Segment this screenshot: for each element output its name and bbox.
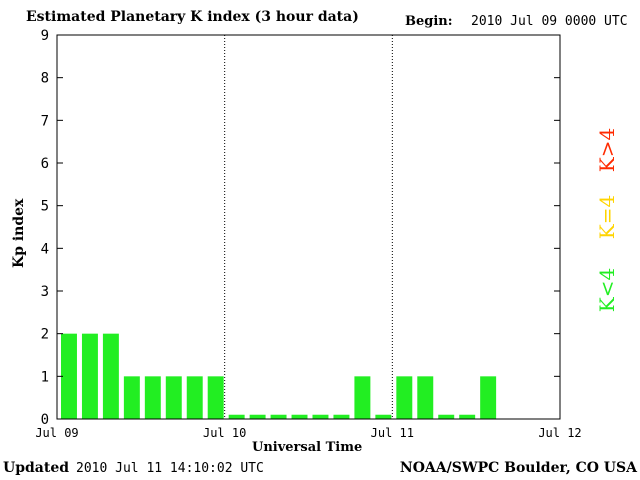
x-tick-label: Jul 12: [538, 426, 581, 440]
kp-bar: [144, 376, 161, 419]
kp-bar: [228, 414, 245, 419]
kp-bar: [81, 333, 98, 419]
y-tick-label: 1: [41, 369, 49, 385]
chart-title: Estimated Planetary K index (3 hour data…: [26, 9, 359, 25]
kp-bar: [186, 376, 203, 419]
kp-bar: [333, 414, 350, 419]
kp-bar: [123, 376, 140, 419]
y-tick-label: 6: [41, 156, 49, 172]
kp-bar: [270, 414, 287, 419]
plot-frame: [56, 34, 561, 420]
kp-bar: [438, 414, 455, 419]
x-tick-label: Jul 11: [371, 426, 414, 440]
kp-bar: [291, 414, 308, 419]
updated-label: Updated: [3, 460, 70, 476]
y-tick-label: 5: [41, 199, 49, 215]
y-tick-label: 4: [41, 241, 49, 257]
kp-bar: [459, 414, 476, 419]
x-tick-label: Jul 09: [35, 426, 78, 440]
y-tick-label: 3: [41, 284, 49, 300]
kp-bar: [249, 414, 266, 419]
y-tick-label: 9: [41, 28, 49, 44]
begin-value: 2010 Jul 09 0000 UTC: [471, 14, 628, 29]
kp-bar: [207, 376, 224, 419]
kp-bar: [312, 414, 329, 419]
y-tick-label: 0: [41, 412, 49, 428]
kp-bar: [375, 414, 392, 419]
y-tick-label: 7: [41, 113, 49, 129]
kp-bar: [165, 376, 182, 419]
kp-bar: [354, 376, 371, 419]
y-tick-label: 2: [41, 327, 49, 343]
kp-bar: [480, 376, 497, 419]
y-tick-label: 8: [41, 71, 49, 87]
kp-bar: [396, 376, 413, 419]
kp-bar: [102, 333, 119, 419]
x-axis-label: Universal Time: [252, 440, 363, 455]
kp-bar: [417, 376, 434, 419]
source-credit: NOAA/SWPC Boulder, CO USA: [399, 460, 637, 476]
begin-label: Begin:: [405, 14, 453, 29]
updated-value: 2010 Jul 11 14:10:02 UTC: [76, 461, 264, 476]
kp-bar: [61, 333, 77, 419]
x-tick-label: Jul 10: [203, 426, 246, 440]
